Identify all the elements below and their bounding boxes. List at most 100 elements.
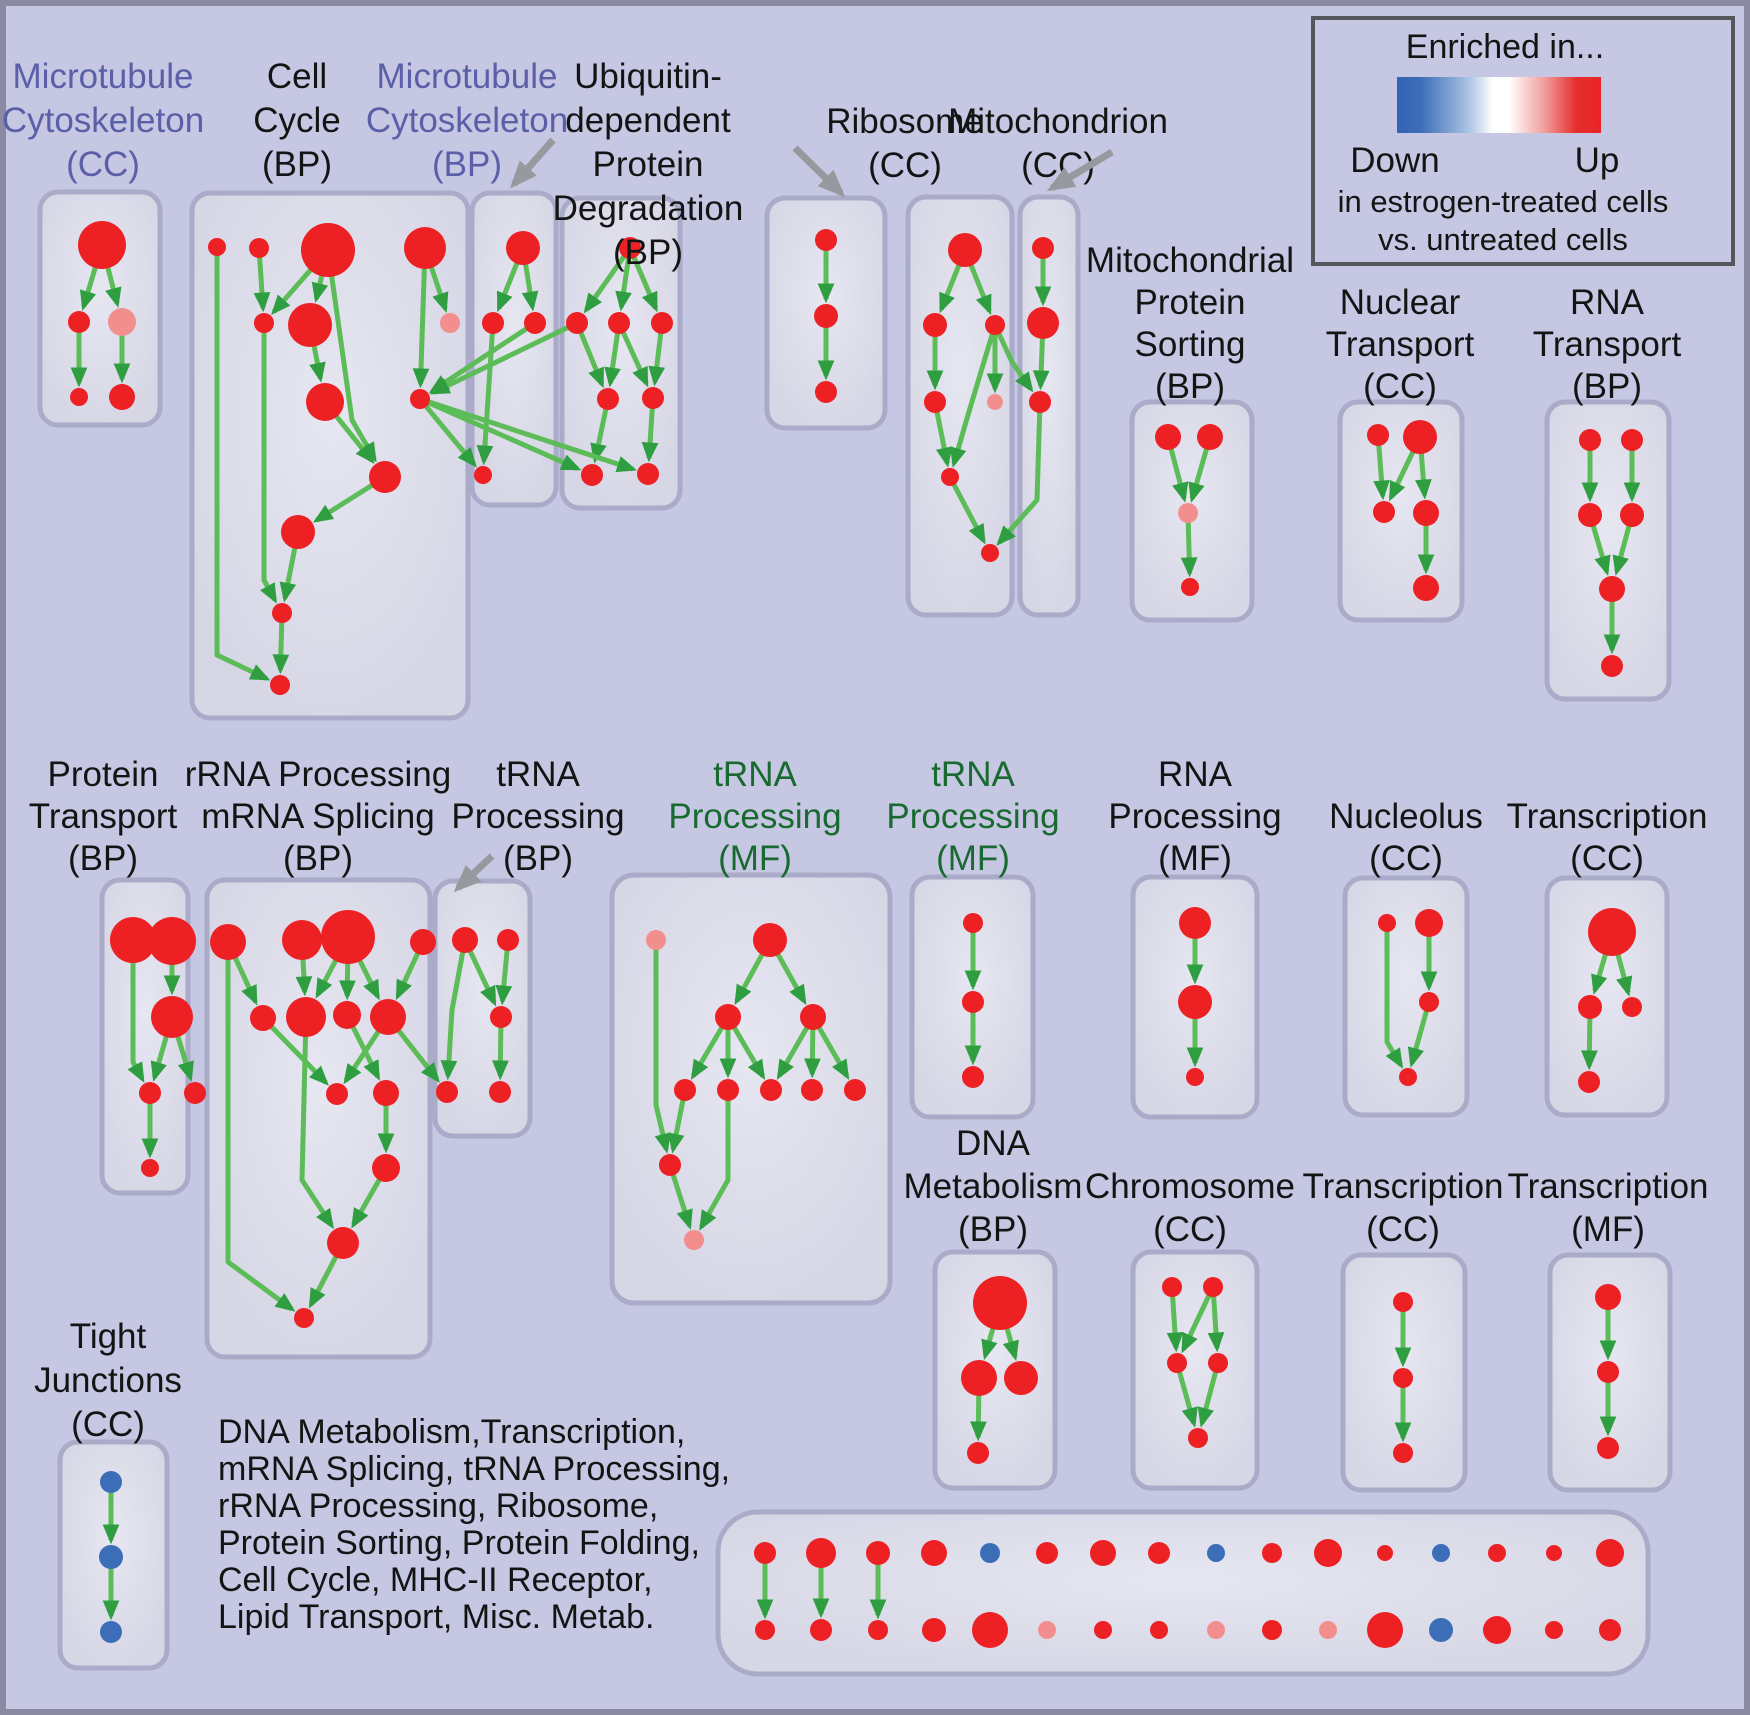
edge-ubiquitin-a bbox=[574, 322, 605, 389]
node-cell-cycle-8 bbox=[410, 389, 430, 409]
label-cell-cycle-line-2: (BP) bbox=[262, 145, 332, 184]
label-trna-mf-2-line-0: tRNA bbox=[931, 755, 1015, 794]
label-rna-processing-line-0: RNA bbox=[1158, 755, 1233, 794]
node-misc-21 bbox=[1038, 1621, 1056, 1639]
gray-pointer-arrow-1 bbox=[792, 145, 846, 198]
node-microtubule-cc-1 bbox=[68, 311, 90, 333]
legend-gradient-bar bbox=[1397, 77, 1601, 133]
node-cell-cycle-3 bbox=[404, 227, 446, 269]
node-trna-mf-1-10 bbox=[684, 1230, 704, 1250]
node-misc-19 bbox=[922, 1618, 946, 1642]
label-mito-sorting-line-3: (BP) bbox=[1155, 367, 1225, 406]
edge-chromosome bbox=[1181, 1285, 1216, 1354]
node-ubiquitin-a-3 bbox=[651, 312, 673, 334]
node-transcription-cc-a-3 bbox=[1578, 1071, 1600, 1093]
node-trna-mf-1-8 bbox=[844, 1079, 866, 1101]
node-misc-0 bbox=[754, 1542, 776, 1564]
node-dna-metabolism-2 bbox=[1004, 1361, 1038, 1395]
label-microtubule-cc-line-1: Cytoskeleton bbox=[2, 101, 204, 140]
label-rna-processing-line-1: Processing bbox=[1108, 797, 1281, 836]
label-mitochondrion-line-0: Mitochondrion bbox=[948, 102, 1168, 141]
node-misc-3 bbox=[921, 1540, 947, 1566]
label-rna-transport-line-1: Transport bbox=[1533, 325, 1682, 364]
label-ubiquitin-line-3: Degradation bbox=[553, 189, 744, 228]
node-nuclear-transport-0 bbox=[1367, 424, 1389, 446]
node-cell-cycle-11 bbox=[272, 603, 292, 623]
node-misc-20 bbox=[972, 1612, 1008, 1648]
label-mito-sorting-line-0: Mitochondrial bbox=[1086, 241, 1294, 280]
node-mito-sorting-3 bbox=[1181, 578, 1199, 596]
label-ubiquitin-line-0: Ubiquitin- bbox=[574, 57, 722, 96]
label-nucleolus-line-0: Nucleolus bbox=[1329, 797, 1483, 836]
label-tight-junctions-line-2: (CC) bbox=[71, 1405, 145, 1444]
label-transcription-cc-b-line-1: (CC) bbox=[1366, 1210, 1440, 1249]
node-transcription-cc-a-2 bbox=[1622, 997, 1642, 1017]
node-ubiquitin-a-0 bbox=[619, 237, 641, 259]
node-chromosome-0 bbox=[1162, 1277, 1182, 1297]
edge-cell-cycle bbox=[253, 247, 271, 313]
label-rna-transport-line-2: (BP) bbox=[1572, 367, 1642, 406]
label-rna-processing-line-2: (MF) bbox=[1158, 839, 1232, 878]
node-ubiquitin-a-4 bbox=[597, 388, 619, 410]
label-ribosome-line-0: Ribosome bbox=[826, 102, 984, 141]
node-ubiquitin-a-7 bbox=[637, 463, 659, 485]
node-mitochondrion-0 bbox=[1032, 237, 1054, 259]
node-rrna-5 bbox=[286, 997, 326, 1037]
label-ubiquitin-line-4: (BP) bbox=[613, 233, 683, 272]
node-trna-mf-2-0 bbox=[963, 913, 983, 933]
node-chromosome-1 bbox=[1203, 1277, 1223, 1297]
label-trna-bp-line-1: Processing bbox=[451, 797, 624, 836]
label-ubiquitin-line-1: dependent bbox=[565, 101, 731, 140]
node-ubiquitin-b-2 bbox=[815, 381, 837, 403]
label-protein-transport-line-0: Protein bbox=[48, 755, 159, 794]
node-transcription-cc-b-1 bbox=[1393, 1368, 1413, 1388]
node-ubiquitin-a-1 bbox=[566, 312, 588, 334]
cross-edge bbox=[429, 320, 579, 395]
node-microtubule-bp-0 bbox=[506, 231, 540, 265]
node-misc-27 bbox=[1367, 1612, 1403, 1648]
node-misc-6 bbox=[1090, 1540, 1116, 1566]
label-nuclear-transport-line-0: Nuclear bbox=[1340, 283, 1461, 322]
edge-trna-mf-1 bbox=[653, 940, 671, 1154]
label-microtubule-bp-line-0: Microtubule bbox=[377, 57, 558, 96]
node-protein-transport-2 bbox=[151, 996, 193, 1038]
node-trna-mf-1-3 bbox=[800, 1004, 826, 1030]
node-cell-cycle-4 bbox=[254, 313, 274, 333]
node-rna-transport-1 bbox=[1621, 429, 1643, 451]
node-tight-junctions-2 bbox=[100, 1621, 122, 1643]
node-microtubule-cc-2 bbox=[108, 308, 136, 336]
node-misc-7 bbox=[1148, 1542, 1170, 1564]
node-ribosome-0 bbox=[948, 233, 982, 267]
cross-edge bbox=[992, 323, 1034, 393]
node-misc-15 bbox=[1596, 1539, 1624, 1567]
node-microtubule-cc-3 bbox=[70, 388, 88, 406]
node-cell-cycle-0 bbox=[208, 238, 226, 256]
node-misc-5 bbox=[1036, 1542, 1058, 1564]
label-trna-mf-2-line-1: Processing bbox=[886, 797, 1059, 836]
node-misc-31 bbox=[1599, 1619, 1621, 1641]
node-misc-8 bbox=[1207, 1544, 1225, 1562]
node-chromosome-4 bbox=[1188, 1428, 1208, 1448]
node-transcription-mf-2 bbox=[1597, 1437, 1619, 1459]
node-protein-transport-3 bbox=[139, 1082, 161, 1104]
node-rrna-9 bbox=[373, 1080, 399, 1106]
label-microtubule-bp-line-1: Cytoskeleton bbox=[366, 101, 568, 140]
edge-trna-bp bbox=[440, 939, 468, 1081]
node-transcription-cc-b-2 bbox=[1393, 1443, 1413, 1463]
node-ribosome-5 bbox=[941, 468, 959, 486]
edge-rrna bbox=[299, 1016, 334, 1230]
edge-mito-sorting bbox=[1180, 512, 1198, 578]
cluster-box-nucleolus bbox=[1342, 875, 1470, 1118]
label-ribosome-line-1: (CC) bbox=[868, 146, 942, 185]
node-misc-18 bbox=[868, 1620, 888, 1640]
label-cell-cycle-line-0: Cell bbox=[267, 57, 327, 96]
cluster-box-nuclear-transport bbox=[1337, 399, 1465, 623]
edge-nucleolus bbox=[1407, 1001, 1432, 1068]
node-transcription-cc-a-0 bbox=[1588, 908, 1636, 956]
label-misc-list-line-0: DNA Metabolism,Transcription, bbox=[218, 1413, 685, 1451]
node-trna-mf-1-5 bbox=[717, 1079, 739, 1101]
node-dna-metabolism-1 bbox=[961, 1360, 997, 1396]
